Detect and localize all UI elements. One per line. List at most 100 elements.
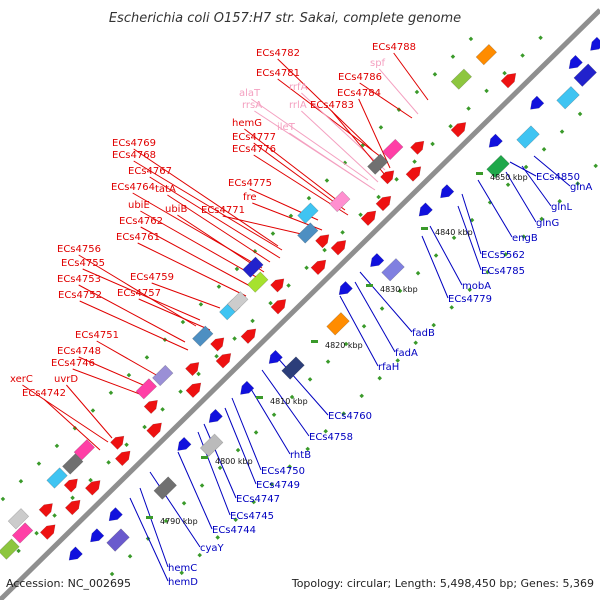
feature-block-shape — [227, 291, 249, 313]
forward-gene-arrow — [210, 337, 225, 352]
gene-label: ECs4762 — [119, 216, 163, 227]
tick-label: 4840 kbp — [435, 228, 473, 237]
tick-dot — [361, 324, 367, 329]
callout-line — [393, 52, 429, 101]
callout-line — [82, 268, 201, 321]
feature-block — [0, 538, 20, 560]
gene-label: ECs4747 — [236, 494, 280, 505]
gene-label: hemC — [168, 563, 197, 574]
forward-gene-arrow — [410, 140, 425, 155]
feature-block-shape — [46, 467, 68, 489]
tick-dot — [127, 554, 133, 559]
feature-block-shape — [62, 453, 84, 475]
callout-line — [133, 160, 283, 251]
callout-line — [149, 471, 201, 548]
tick-dot — [430, 141, 435, 147]
feature-block — [329, 190, 351, 213]
tick-dot — [468, 36, 474, 42]
reverse-gene-arrow-shape — [530, 95, 545, 110]
callout-line — [358, 98, 391, 169]
feature-block-shape — [326, 312, 350, 336]
tick-label: 4810 kbp — [270, 397, 308, 406]
gene-label: ileT — [277, 122, 296, 133]
feature-block-shape — [135, 378, 157, 400]
reverse-gene-arrow — [68, 546, 83, 561]
forward-gene-arrow-shape — [500, 72, 517, 89]
feature-block — [153, 476, 177, 500]
tick-dot — [307, 377, 313, 382]
tick-dot — [414, 89, 420, 95]
feature-block-shape — [73, 439, 95, 461]
forward-gene-arrow — [375, 195, 392, 212]
feature-block — [242, 256, 264, 278]
feature-block-shape — [556, 86, 580, 110]
gene-label: ECs4757 — [117, 288, 161, 299]
tick-dot — [142, 424, 147, 430]
feature-block — [475, 44, 497, 66]
callout-line — [22, 384, 109, 443]
tick-dot — [106, 460, 111, 465]
feature-block-shape — [516, 125, 540, 149]
tick-dot — [90, 408, 96, 413]
forward-gene-arrow-shape — [215, 353, 232, 369]
feature-layer — [0, 36, 600, 561]
callout-line — [378, 68, 419, 115]
feature-block — [7, 508, 30, 530]
feature-block-shape — [11, 522, 34, 544]
reverse-gene-arrow-shape — [268, 349, 283, 364]
tick-dot — [178, 389, 183, 394]
reverse-gene-arrow — [90, 528, 105, 543]
gene-label: ECs4750 — [261, 466, 305, 477]
feature-block-shape — [199, 433, 224, 457]
gene-label: ECs4744 — [212, 525, 256, 536]
tick-dot — [376, 194, 381, 200]
tick-dot — [323, 429, 328, 434]
tick-dot — [467, 287, 472, 292]
reverse-gene-arrow-shape — [418, 202, 433, 217]
reverse-gene-arrow — [108, 507, 123, 522]
feature-block-shape — [0, 538, 20, 560]
gene-label: hemG — [232, 118, 262, 129]
tick-dot — [18, 479, 24, 484]
gene-label: ECs4850 — [536, 172, 580, 183]
tick-dot — [88, 477, 93, 483]
tick-dot — [593, 163, 598, 169]
forward-gene-arrow-shape — [410, 140, 425, 155]
callout-line — [251, 98, 369, 181]
gene-label: ECs4784 — [337, 88, 381, 99]
gene-label: ubiE — [128, 200, 150, 211]
tick-dot — [521, 234, 526, 239]
reverse-gene-arrow — [338, 281, 353, 296]
tick-dot — [36, 461, 42, 466]
tick-mark — [311, 340, 318, 343]
gene-label: ECs4768 — [112, 150, 156, 161]
tick-label: 4850 kbp — [490, 173, 528, 182]
tick-dot — [503, 252, 508, 257]
gene-label: glnG — [536, 218, 559, 229]
tick-dot — [215, 535, 220, 540]
reverse-gene-arrow — [590, 36, 600, 51]
tick-dot — [449, 305, 454, 310]
callout-line — [72, 368, 146, 397]
feature-block-shape — [475, 44, 497, 66]
tick-dot — [324, 178, 330, 183]
gene-label: fadA — [395, 348, 418, 359]
forward-gene-arrow — [330, 240, 347, 256]
forward-gene-arrow — [64, 499, 81, 516]
tick-dot — [377, 375, 382, 381]
gene-label: ECs4746 — [51, 358, 95, 369]
genome-backbone — [0, 8, 600, 600]
feature-block — [46, 467, 68, 489]
feature-block — [450, 68, 472, 90]
forward-gene-arrow-shape — [315, 234, 330, 249]
reverse-gene-arrow-shape — [177, 436, 192, 451]
feature-block-shape — [486, 154, 510, 179]
tick-mark — [476, 172, 483, 175]
gene-label: ECs4777 — [232, 132, 276, 143]
feature-block — [281, 356, 305, 380]
tick-dot — [198, 302, 204, 307]
callout-line — [521, 165, 552, 207]
forward-gene-arrow — [143, 399, 158, 414]
feature-block-shape — [153, 476, 177, 500]
forward-gene-arrow — [380, 170, 395, 185]
